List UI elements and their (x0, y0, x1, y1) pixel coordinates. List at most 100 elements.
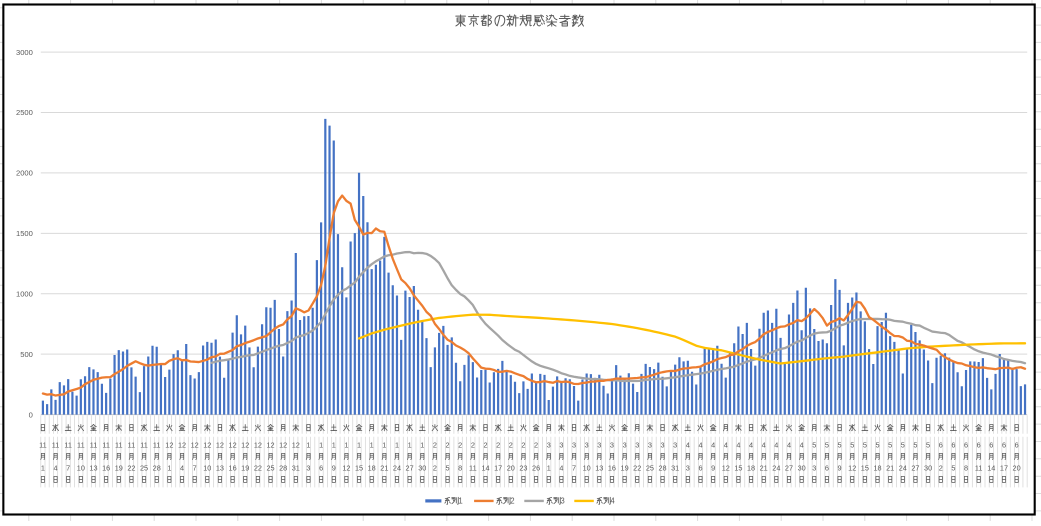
svg-text:13: 13 (595, 464, 603, 473)
svg-text:28: 28 (279, 464, 287, 473)
svg-text:13: 13 (89, 464, 97, 473)
svg-text:11: 11 (90, 440, 98, 449)
svg-text:30: 30 (798, 464, 806, 473)
svg-text:6: 6 (319, 464, 323, 473)
svg-text:9: 9 (332, 464, 336, 473)
svg-text:16: 16 (229, 464, 237, 473)
svg-text:20: 20 (1013, 464, 1021, 473)
svg-text:8: 8 (458, 464, 462, 473)
svg-text:12: 12 (848, 464, 856, 473)
svg-text:26: 26 (532, 464, 540, 473)
svg-text:12: 12 (241, 440, 249, 449)
svg-text:8: 8 (964, 464, 968, 473)
svg-text:11: 11 (64, 440, 72, 449)
svg-text:12: 12 (722, 464, 730, 473)
svg-text:5: 5 (888, 440, 892, 449)
svg-text:2: 2 (471, 440, 475, 449)
svg-text:2: 2 (433, 464, 437, 473)
svg-text:10: 10 (203, 464, 211, 473)
svg-text:21: 21 (380, 464, 388, 473)
svg-text:4: 4 (724, 440, 728, 449)
svg-text:31: 31 (292, 464, 300, 473)
svg-text:7: 7 (572, 464, 576, 473)
svg-text:3: 3 (623, 440, 627, 449)
svg-text:30: 30 (924, 464, 932, 473)
svg-text:1: 1 (344, 440, 348, 449)
svg-text:12: 12 (203, 440, 211, 449)
svg-text:24: 24 (899, 464, 907, 473)
svg-text:15: 15 (734, 464, 742, 473)
svg-text:11: 11 (128, 440, 136, 449)
svg-text:6: 6 (989, 440, 993, 449)
svg-text:21: 21 (886, 464, 894, 473)
svg-text:4: 4 (711, 440, 715, 449)
svg-text:1: 1 (167, 464, 171, 473)
svg-text:11: 11 (52, 440, 60, 449)
svg-text:23: 23 (519, 464, 527, 473)
svg-text:4: 4 (800, 440, 804, 449)
svg-text:27: 27 (911, 464, 919, 473)
svg-text:5: 5 (812, 440, 816, 449)
svg-text:16: 16 (102, 464, 110, 473)
svg-text:5: 5 (850, 440, 854, 449)
svg-text:15: 15 (861, 464, 869, 473)
svg-text:4: 4 (180, 464, 184, 473)
svg-text:2000: 2000 (16, 169, 33, 178)
svg-text:12: 12 (266, 440, 274, 449)
svg-text:1: 1 (547, 464, 551, 473)
svg-text:4: 4 (736, 440, 740, 449)
svg-text:6: 6 (977, 440, 981, 449)
svg-text:4: 4 (610, 497, 615, 506)
svg-text:14: 14 (987, 464, 995, 473)
svg-text:3: 3 (686, 464, 690, 473)
svg-text:3: 3 (597, 440, 601, 449)
svg-text:4: 4 (774, 440, 778, 449)
svg-text:1: 1 (357, 440, 361, 449)
svg-text:500: 500 (20, 350, 33, 359)
svg-text:4: 4 (559, 464, 563, 473)
svg-text:3: 3 (572, 440, 576, 449)
svg-text:1000: 1000 (16, 289, 33, 298)
svg-text:9: 9 (838, 464, 842, 473)
svg-text:2: 2 (510, 497, 514, 506)
svg-text:7: 7 (193, 464, 197, 473)
svg-text:20: 20 (507, 464, 515, 473)
svg-text:6: 6 (825, 464, 829, 473)
svg-text:3: 3 (648, 440, 652, 449)
svg-text:15: 15 (355, 464, 363, 473)
svg-text:11: 11 (469, 464, 477, 473)
svg-text:22: 22 (254, 464, 262, 473)
svg-text:1: 1 (370, 440, 374, 449)
svg-text:2: 2 (433, 440, 437, 449)
svg-text:4: 4 (54, 464, 58, 473)
svg-text:1: 1 (41, 464, 45, 473)
svg-text:4: 4 (787, 440, 791, 449)
svg-text:6: 6 (951, 440, 955, 449)
svg-text:12: 12 (254, 440, 262, 449)
svg-text:5: 5 (913, 440, 917, 449)
svg-text:4: 4 (698, 440, 702, 449)
svg-text:5: 5 (951, 464, 955, 473)
svg-text:5: 5 (901, 440, 905, 449)
svg-text:0: 0 (29, 410, 33, 419)
svg-text:2: 2 (458, 440, 462, 449)
svg-text:11: 11 (975, 464, 983, 473)
svg-text:5: 5 (875, 440, 879, 449)
svg-text:2: 2 (509, 440, 513, 449)
svg-text:27: 27 (785, 464, 793, 473)
svg-text:3: 3 (547, 440, 551, 449)
svg-text:19: 19 (241, 464, 249, 473)
svg-text:11: 11 (77, 440, 85, 449)
svg-text:2: 2 (939, 464, 943, 473)
svg-text:1: 1 (420, 440, 424, 449)
svg-text:11: 11 (102, 440, 110, 449)
svg-text:22: 22 (633, 464, 641, 473)
svg-text:1: 1 (306, 440, 310, 449)
svg-text:25: 25 (266, 464, 274, 473)
svg-text:21: 21 (760, 464, 768, 473)
svg-text:12: 12 (165, 440, 173, 449)
svg-text:6: 6 (1002, 440, 1006, 449)
svg-text:3: 3 (585, 440, 589, 449)
svg-text:3: 3 (610, 440, 614, 449)
svg-text:28: 28 (153, 464, 161, 473)
